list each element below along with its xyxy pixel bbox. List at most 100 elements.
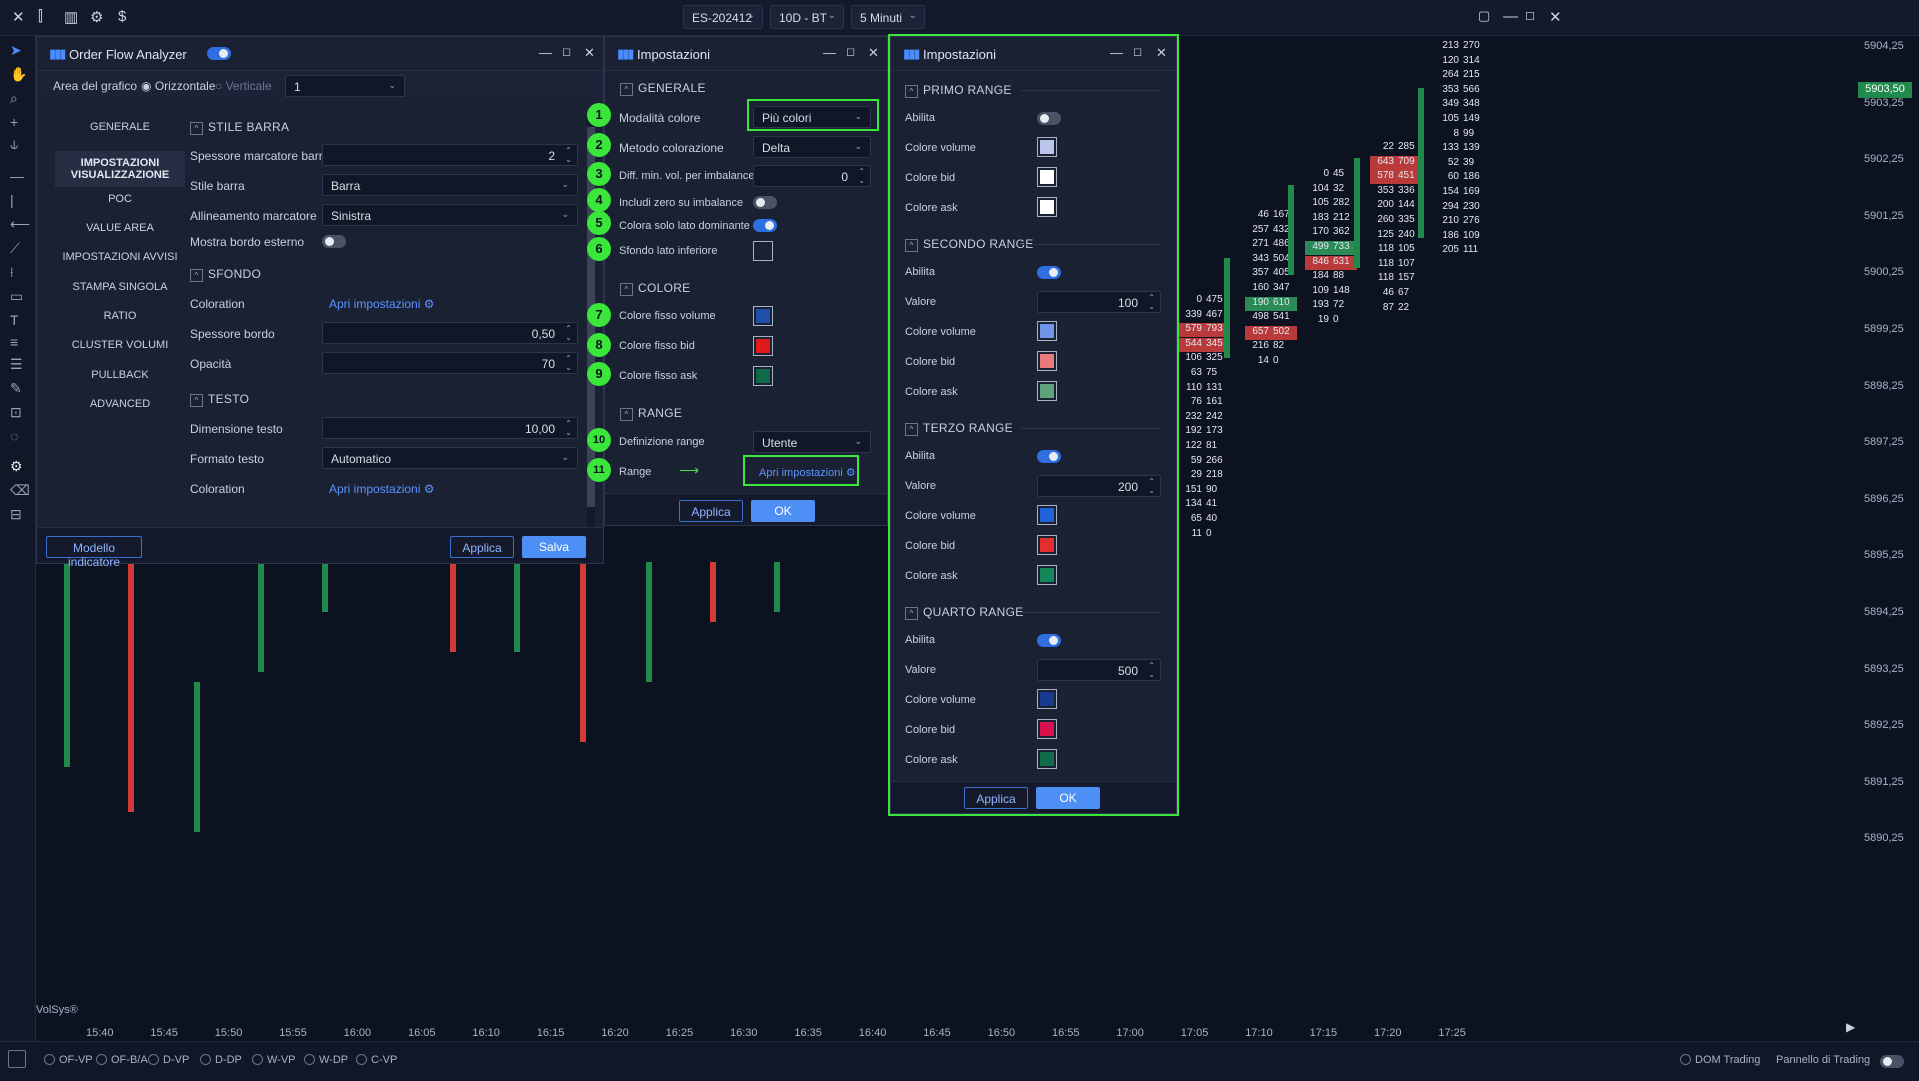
apply-button[interactable]: Applica — [450, 536, 514, 558]
nav-item-9[interactable]: ADVANCED — [89, 398, 151, 410]
hand-icon[interactable]: ✋ — [10, 66, 28, 82]
close-icon[interactable]: ✕ — [868, 45, 879, 60]
ask-color-swatch[interactable] — [1037, 197, 1057, 217]
nav-item-0[interactable]: GENERALE — [90, 121, 150, 133]
ok-button[interactable]: OK — [751, 500, 815, 522]
border-toggle[interactable] — [322, 235, 346, 248]
vol-color-swatch[interactable] — [1037, 321, 1057, 341]
text-icon[interactable]: T — [10, 312, 19, 328]
bid-color-swatch[interactable] — [1037, 719, 1057, 739]
symbol-select[interactable]: ES-202412 ⌄ — [683, 5, 763, 29]
enable-toggle[interactable] — [1037, 450, 1061, 463]
nav-item-3[interactable]: VALUE AREA — [86, 222, 154, 234]
view-radio-of-ba[interactable]: OF-B/A — [96, 1054, 148, 1066]
minimize-icon[interactable]: — — [823, 45, 836, 60]
spinner-icon[interactable]: ⌃ ⌄ — [1148, 293, 1155, 311]
section-color[interactable]: ^ COLORE — [620, 281, 690, 296]
bar-thickness-input[interactable]: 2 ⌃ ⌄ — [322, 144, 578, 166]
ask-color-swatch[interactable] — [1037, 749, 1057, 769]
ok-button[interactable]: OK — [1036, 787, 1100, 809]
text-format-select[interactable]: Automatico ⌄ — [322, 447, 578, 469]
nav-item-1[interactable]: IMPOSTAZIONI VISUALIZZAZIONE — [55, 151, 185, 187]
range-header[interactable]: ^ SECONDO RANGE — [905, 237, 1034, 252]
lasso-icon[interactable]: ◌ — [10, 428, 19, 444]
bid-color-swatch[interactable] — [1037, 167, 1057, 187]
trading-panel-toggle[interactable] — [1880, 1055, 1904, 1068]
fixed-volume-swatch[interactable] — [753, 306, 773, 326]
crosshair-icon[interactable]: + — [10, 114, 19, 130]
apply-button[interactable]: Applica — [964, 787, 1028, 809]
vol-color-swatch[interactable] — [1037, 689, 1057, 709]
period-select[interactable]: 10D - BT ⌄ — [770, 5, 844, 29]
open-settings-link[interactable]: Apri impostazioni ⚙ — [329, 297, 435, 311]
horizontal-radio[interactable]: ◉ Orizzontale — [141, 79, 216, 93]
bar-chart-icon[interactable]: ▥ — [64, 9, 79, 26]
spinner-icon[interactable]: ⌃ ⌄ — [1148, 477, 1155, 495]
layout-icon[interactable]: ▢ — [1478, 8, 1491, 23]
ask-color-swatch[interactable] — [1037, 381, 1057, 401]
range-value-input[interactable]: 100 ⌃ ⌄ — [1037, 291, 1161, 313]
enable-toggle[interactable] — [1037, 266, 1061, 279]
model-indicator-button[interactable]: Modello indicatore — [46, 536, 142, 569]
view-radio-d-vp[interactable]: D-VP — [148, 1054, 189, 1066]
trendline-icon[interactable]: ⟋ — [10, 240, 20, 256]
section-text[interactable]: ^ TESTO — [190, 392, 249, 407]
nav-item-8[interactable]: PULLBACK — [91, 369, 149, 381]
cursor-icon[interactable]: ➤ — [10, 42, 22, 58]
range-open-settings-link[interactable]: Apri impostazioni ⚙ — [759, 467, 856, 479]
section-bar-style[interactable]: ^ STILE BARRA — [190, 120, 289, 135]
text-open-settings-link[interactable]: Apri impostazioni ⚙ — [329, 482, 435, 496]
nav-item-4[interactable]: IMPOSTAZIONI AVVISI — [62, 251, 178, 263]
vol-color-swatch[interactable] — [1037, 137, 1057, 157]
magnet-icon[interactable]: ⫝ — [10, 136, 19, 152]
minimize-icon[interactable]: — — [1110, 45, 1123, 60]
nav-item-2[interactable]: POC — [108, 193, 132, 205]
maximize-icon[interactable]: ◻ — [846, 46, 856, 58]
color-mode-select[interactable]: Più colori ⌄ — [753, 106, 871, 128]
candles-icon[interactable]: ⫿ — [38, 8, 43, 25]
section-general[interactable]: ^ GENERALE — [620, 81, 706, 96]
lower-bg-swatch[interactable] — [753, 241, 773, 261]
diff-input[interactable]: 0 ⌃ ⌄ — [753, 165, 871, 187]
area-select[interactable]: 1 ⌄ — [285, 75, 405, 97]
maximize-icon[interactable]: ◻ — [1525, 8, 1535, 22]
measure-icon[interactable]: ⊡ — [10, 404, 22, 420]
enable-toggle[interactable] — [1037, 634, 1061, 647]
ask-color-swatch[interactable] — [1037, 565, 1057, 585]
vol-color-swatch[interactable] — [1037, 505, 1057, 525]
ray-icon[interactable]: ⟵ — [10, 216, 31, 232]
border-thickness-input[interactable]: 0,50 ⌃ ⌄ — [322, 322, 578, 344]
maximize-icon[interactable]: ◻ — [562, 46, 572, 58]
dominant-toggle[interactable] — [753, 219, 777, 232]
range-header[interactable]: ^ QUARTO RANGE — [905, 605, 1024, 620]
minimize-icon[interactable]: — — [539, 45, 552, 60]
nav-item-5[interactable]: STAMPA SINGOLA — [72, 281, 168, 293]
range-def-select[interactable]: Utente ⌄ — [753, 431, 871, 453]
vertical-radio[interactable]: ○ Verticale — [215, 79, 272, 93]
dom-trading-radio[interactable]: DOM Trading — [1680, 1054, 1760, 1066]
bid-color-swatch[interactable] — [1037, 351, 1057, 371]
indicator-enabled-toggle[interactable] — [207, 47, 231, 60]
range-header[interactable]: ^ TERZO RANGE — [905, 421, 1013, 436]
fixed-ask-swatch[interactable] — [753, 366, 773, 386]
enable-toggle[interactable] — [1037, 112, 1061, 125]
view-radio-d-dp[interactable]: D-DP — [200, 1054, 242, 1066]
timeframe-select[interactable]: 5 Minuti ⌄ — [851, 5, 925, 29]
gear-icon[interactable]: ⚙ — [90, 9, 104, 26]
range-value-input[interactable]: 200 ⌃ ⌄ — [1037, 475, 1161, 497]
color-method-select[interactable]: Delta ⌄ — [753, 136, 871, 158]
range-header[interactable]: ^ PRIMO RANGE — [905, 83, 1012, 98]
ruler-icon[interactable]: ⟊ — [10, 264, 14, 280]
nav-item-7[interactable]: CLUSTER VOLUMI — [71, 339, 169, 351]
save-button[interactable]: Salva — [522, 536, 586, 558]
close-icon[interactable]: ✕ — [1156, 45, 1167, 60]
lock-icon[interactable]: ⊟ — [10, 506, 22, 522]
rectangle-icon[interactable]: ▭ — [10, 288, 24, 304]
nav-item-6[interactable]: RATIO — [103, 310, 137, 322]
view-radio-c-vp[interactable]: C-VP — [356, 1054, 397, 1066]
horizontal-line-icon[interactable]: — — [10, 168, 24, 184]
panel-toggle-icon[interactable] — [8, 1050, 26, 1068]
zoom-icon[interactable]: ⌕ — [10, 90, 18, 106]
fib-icon[interactable]: ≡ — [10, 334, 19, 350]
maximize-icon[interactable]: ◻ — [1133, 46, 1143, 58]
